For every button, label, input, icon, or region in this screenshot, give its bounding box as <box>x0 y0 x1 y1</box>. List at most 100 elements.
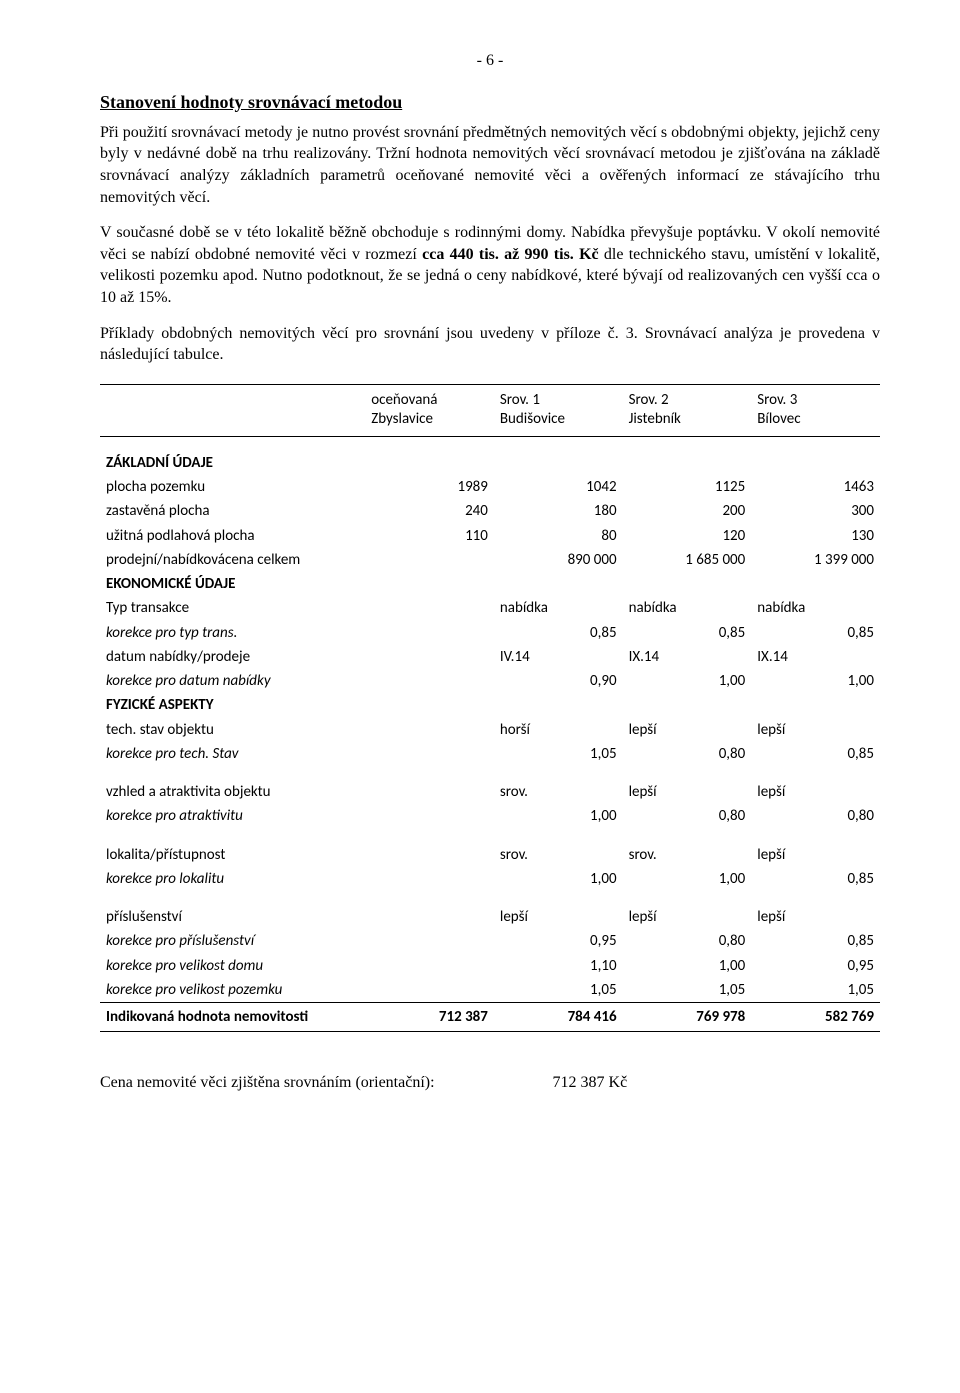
cell-value: 0,85 <box>623 621 752 645</box>
cell-value: 200 <box>623 499 752 523</box>
cell-value <box>365 804 494 828</box>
col3-line1: Srov. 3 <box>757 391 797 409</box>
cell-value <box>365 718 494 742</box>
cell-value: 1125 <box>623 475 752 499</box>
page-number: - 6 - <box>100 50 880 72</box>
cell-value: 1 685 000 <box>623 548 752 572</box>
cell-label: datum nabídky/prodeje <box>100 645 365 669</box>
cell-value: 1,05 <box>751 978 880 1003</box>
col2-line1: Srov. 2 <box>629 391 669 409</box>
table-row: korekce pro typ trans. 0,85 0,85 0,85 <box>100 621 880 645</box>
table-row: tech. stav objektu horší lepší lepší <box>100 718 880 742</box>
cell-label: korekce pro příslušenství <box>100 929 365 953</box>
cell-value: 0,80 <box>623 804 752 828</box>
cell-value: horší <box>494 718 623 742</box>
cell-value: nabídka <box>623 596 752 620</box>
table-row: korekce pro atraktivitu 1,00 0,80 0,80 <box>100 804 880 828</box>
cell-label: zastavěná plocha <box>100 499 365 523</box>
cell-value: 582 769 <box>751 1003 880 1032</box>
cell-value: 130 <box>751 524 880 548</box>
cell-value: 1,00 <box>494 867 623 891</box>
cell-value <box>365 742 494 766</box>
cell-value: 80 <box>494 524 623 548</box>
section-basic: ZÁKLADNÍ ÚDAJE <box>100 451 880 475</box>
cell-value: 890 000 <box>494 548 623 572</box>
cell-label: plocha pozemku <box>100 475 365 499</box>
p2-bold: cca 440 tis. až 990 tis. Kč <box>422 246 599 263</box>
cell-value: 1,00 <box>623 954 752 978</box>
footer-label: Cena nemovité věci zjištěna srovnáním (o… <box>100 1074 435 1091</box>
section-heading: Stanovení hodnoty srovnávací metodou <box>100 90 880 114</box>
cell-value <box>365 669 494 693</box>
table-row: užitná podlahová plocha 110 80 120 130 <box>100 524 880 548</box>
cell-value: 120 <box>623 524 752 548</box>
cell-value: 1,10 <box>494 954 623 978</box>
col0-line2: Zbyslavice <box>371 410 433 428</box>
cell-label: korekce pro lokalitu <box>100 867 365 891</box>
cell-value: 0,80 <box>623 929 752 953</box>
cell-value: lepší <box>751 905 880 929</box>
cell-value: lepší <box>623 718 752 742</box>
cell-value <box>365 929 494 953</box>
cell-label: vzhled a atraktivita objektu <box>100 780 365 804</box>
cell-label: tech. stav objektu <box>100 718 365 742</box>
cell-value: 110 <box>365 524 494 548</box>
cell-value: nabídka <box>494 596 623 620</box>
cell-value: 0,85 <box>751 867 880 891</box>
cell-value: IX.14 <box>751 645 880 669</box>
cell-label: korekce pro atraktivitu <box>100 804 365 828</box>
cell-value: 0,80 <box>623 742 752 766</box>
footer-value: 712 387 Kč <box>553 1074 628 1091</box>
cell-value: 1,00 <box>623 669 752 693</box>
cell-value: lepší <box>623 780 752 804</box>
cell-value <box>365 978 494 1003</box>
cell-value: 0,80 <box>751 804 880 828</box>
footer-result: Cena nemovité věci zjištěna srovnáním (o… <box>100 1072 880 1094</box>
table-row: vzhled a atraktivita objektu srov. lepší… <box>100 780 880 804</box>
table-row: korekce pro datum nabídky 0,90 1,00 1,00 <box>100 669 880 693</box>
table-row: korekce pro lokalitu 1,00 1,00 0,85 <box>100 867 880 891</box>
cell-value: 240 <box>365 499 494 523</box>
table-row: korekce pro velikost domu 1,10 1,00 0,95 <box>100 954 880 978</box>
cell-value: 0,90 <box>494 669 623 693</box>
col2-line2: Jistebník <box>629 410 681 428</box>
table-row: korekce pro příslušenství 0,95 0,80 0,85 <box>100 929 880 953</box>
section-phys: FYZICKÉ ASPEKTY <box>100 693 880 717</box>
cell-value: 1042 <box>494 475 623 499</box>
cell-value: lepší <box>751 780 880 804</box>
table-row-indicated: Indikovaná hodnota nemovitosti 712 387 7… <box>100 1003 880 1032</box>
cell-value: 0,95 <box>494 929 623 953</box>
section-econ: EKONOMICKÉ ÚDAJE <box>100 572 880 596</box>
cell-value: 1,05 <box>494 742 623 766</box>
cell-value <box>365 645 494 669</box>
col1-line2: Budišovice <box>500 410 565 428</box>
cell-value: lepší <box>751 718 880 742</box>
cell-label: příslušenství <box>100 905 365 929</box>
cell-label: Indikovaná hodnota nemovitosti <box>100 1003 365 1032</box>
cell-value: 0,85 <box>751 621 880 645</box>
cell-value: nabídka <box>751 596 880 620</box>
col3-line2: Bílovec <box>757 410 800 428</box>
cell-label: prodejní/nabídkovácena celkem <box>100 548 365 572</box>
cell-value: 0,85 <box>494 621 623 645</box>
cell-label: užitná podlahová plocha <box>100 524 365 548</box>
cell-label: korekce pro datum nabídky <box>100 669 365 693</box>
cell-value: 769 978 <box>623 1003 752 1032</box>
cell-value: lepší <box>623 905 752 929</box>
cell-value <box>365 843 494 867</box>
cell-value: 1463 <box>751 475 880 499</box>
cell-value <box>365 596 494 620</box>
table-row: korekce pro tech. Stav 1,05 0,80 0,85 <box>100 742 880 766</box>
cell-value: 784 416 <box>494 1003 623 1032</box>
paragraph-3: Příklady obdobných nemovitých věcí pro s… <box>100 323 880 366</box>
paragraph-1: Při použití srovnávací metody je nutno p… <box>100 122 880 208</box>
comparison-table: oceňovanáZbyslavice Srov. 1Budišovice Sr… <box>100 384 880 1033</box>
cell-value: 0,95 <box>751 954 880 978</box>
cell-value: 0,85 <box>751 929 880 953</box>
cell-value: srov. <box>494 780 623 804</box>
cell-value: 1,00 <box>751 669 880 693</box>
paragraph-2: V současné době se v této lokalitě běžně… <box>100 222 880 308</box>
cell-value <box>365 954 494 978</box>
cell-label: korekce pro velikost domu <box>100 954 365 978</box>
cell-value <box>365 780 494 804</box>
